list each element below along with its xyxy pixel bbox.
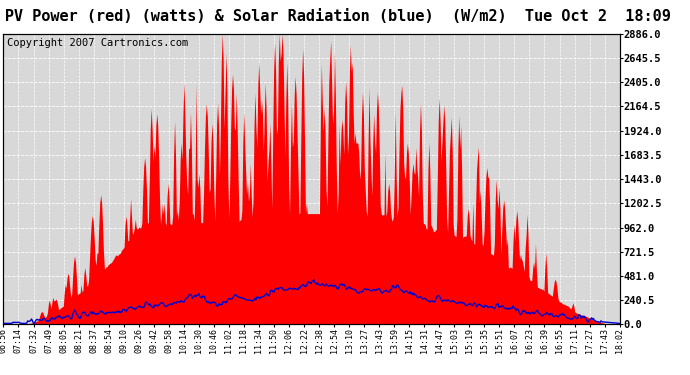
Text: Copyright 2007 Cartronics.com: Copyright 2007 Cartronics.com <box>6 38 188 48</box>
Text: Total PV Power (red) (watts) & Solar Radiation (blue)  (W/m2)  Tue Oct 2  18:09: Total PV Power (red) (watts) & Solar Rad… <box>0 9 671 24</box>
